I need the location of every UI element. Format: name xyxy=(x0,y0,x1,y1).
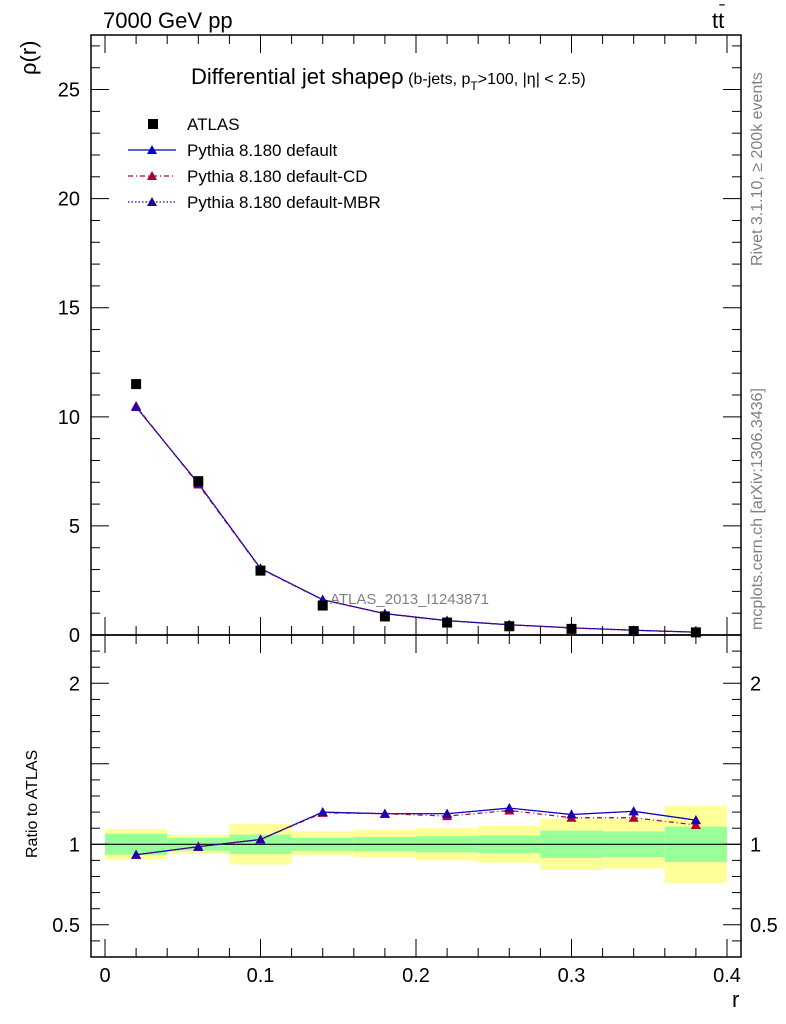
ratio-uncertainty-bands xyxy=(91,805,741,883)
ratio-y-tick-label-left: 0.5 xyxy=(52,915,80,937)
ratio-marker-mbr xyxy=(317,807,328,817)
x-axis-label: r xyxy=(732,987,739,1012)
main-y-tick-label: 20 xyxy=(58,189,80,211)
ratio-marker-mbr xyxy=(131,849,142,859)
ratio-plot-frame xyxy=(90,634,742,958)
ratio-marker-mbr xyxy=(255,834,266,844)
header-process: tt ̄ xyxy=(712,3,725,33)
ratio-marker-mbr xyxy=(504,803,515,813)
plot-title-sub-a: (b-jets, p xyxy=(404,71,471,88)
rivet-version-label: Rivet 3.1.10, ≥ 200k events xyxy=(749,72,766,266)
main-y-tick-label: 5 xyxy=(69,516,80,538)
ratio-y-tick-label-right: 0.5 xyxy=(750,915,778,937)
ratio-marker-mbr xyxy=(566,809,577,819)
x-tick-label: 0.4 xyxy=(713,965,741,987)
ratio-marker-mbr xyxy=(442,808,453,818)
header-process-bar: ̄ xyxy=(719,3,725,6)
ratio-y-tick-label-right: 1 xyxy=(750,834,761,856)
x-tick-label: 0.2 xyxy=(402,965,430,987)
main-y-axis-label: ρ(r) xyxy=(16,41,41,76)
ratio-y-tick-label-left: 2 xyxy=(69,673,80,695)
analysis-watermark: ATLAS_2013_I1243871 xyxy=(330,591,489,608)
ratio-marker-cd xyxy=(628,812,639,822)
main-y-tick-label: 0 xyxy=(69,625,80,647)
ratio-y-tick-label-right: 2 xyxy=(750,673,761,695)
x-tick-label: 0 xyxy=(99,965,110,987)
legend-label-default: Pythia 8.180 default xyxy=(187,141,338,160)
main-marker-mbr xyxy=(131,402,142,411)
plot-title-sub-subscript: T xyxy=(470,79,478,93)
ratio-line-mbr xyxy=(136,807,696,856)
axis-ticks xyxy=(91,35,741,957)
legend-marker-default xyxy=(147,145,157,154)
main-marker-data xyxy=(317,600,328,611)
legend-label-mbr: Pythia 8.180 default-MBR xyxy=(187,193,381,212)
legend-label-data: ATLAS xyxy=(187,115,240,134)
ratio-series xyxy=(131,803,701,859)
ratio-marker-mbr xyxy=(379,808,390,818)
main-marker-data xyxy=(379,611,390,622)
ratio-y-tick-label-left: 1 xyxy=(69,834,80,856)
ratio-marker-mbr xyxy=(690,815,701,825)
main-y-tick-label: 10 xyxy=(58,407,80,429)
x-tick-label: 0.3 xyxy=(558,965,586,987)
main-marker-data xyxy=(255,565,266,576)
main-y-tick-label: 25 xyxy=(58,80,80,102)
ratio-marker-cd xyxy=(690,819,701,829)
legend-label-cd: Pythia 8.180 default-CD xyxy=(187,167,368,186)
ratio-marker-mbr xyxy=(193,841,204,851)
legend: ATLAS Pythia 8.180 default Pythia 8.180 de… xyxy=(128,115,381,212)
header-process-label: tt xyxy=(712,8,724,33)
main-marker-data xyxy=(442,617,453,628)
x-tick-label: 0.1 xyxy=(247,965,275,987)
plot-title-sub-b: >100, |η| < 2.5) xyxy=(478,71,586,88)
plot-title-main: Differential jet shapeρ xyxy=(191,64,404,89)
axis-tick-labels: 0 0.1 0.2 0.3 0.4 0 5 10 15 20 25 0.5 0.5 1 1 2 2 xyxy=(52,80,778,987)
ratio-marker-mbr xyxy=(628,806,639,816)
plot-title: Differential jet shapeρ (b-jets, pT>100,… xyxy=(191,64,586,93)
ratio-y-axis-label: Ratio to ATLAS xyxy=(24,750,41,858)
legend-marker-cd xyxy=(147,171,157,180)
main-y-tick-label: 15 xyxy=(58,298,80,320)
legend-marker-mbr xyxy=(147,197,157,206)
mcplots-label: mcplots.cern.ch [arXiv:1306.3436] xyxy=(749,388,766,630)
legend-marker-data xyxy=(148,119,158,129)
main-marker-data xyxy=(131,379,142,390)
main-marker-data xyxy=(193,476,204,487)
header-energy: 7000 GeV pp xyxy=(103,8,233,33)
